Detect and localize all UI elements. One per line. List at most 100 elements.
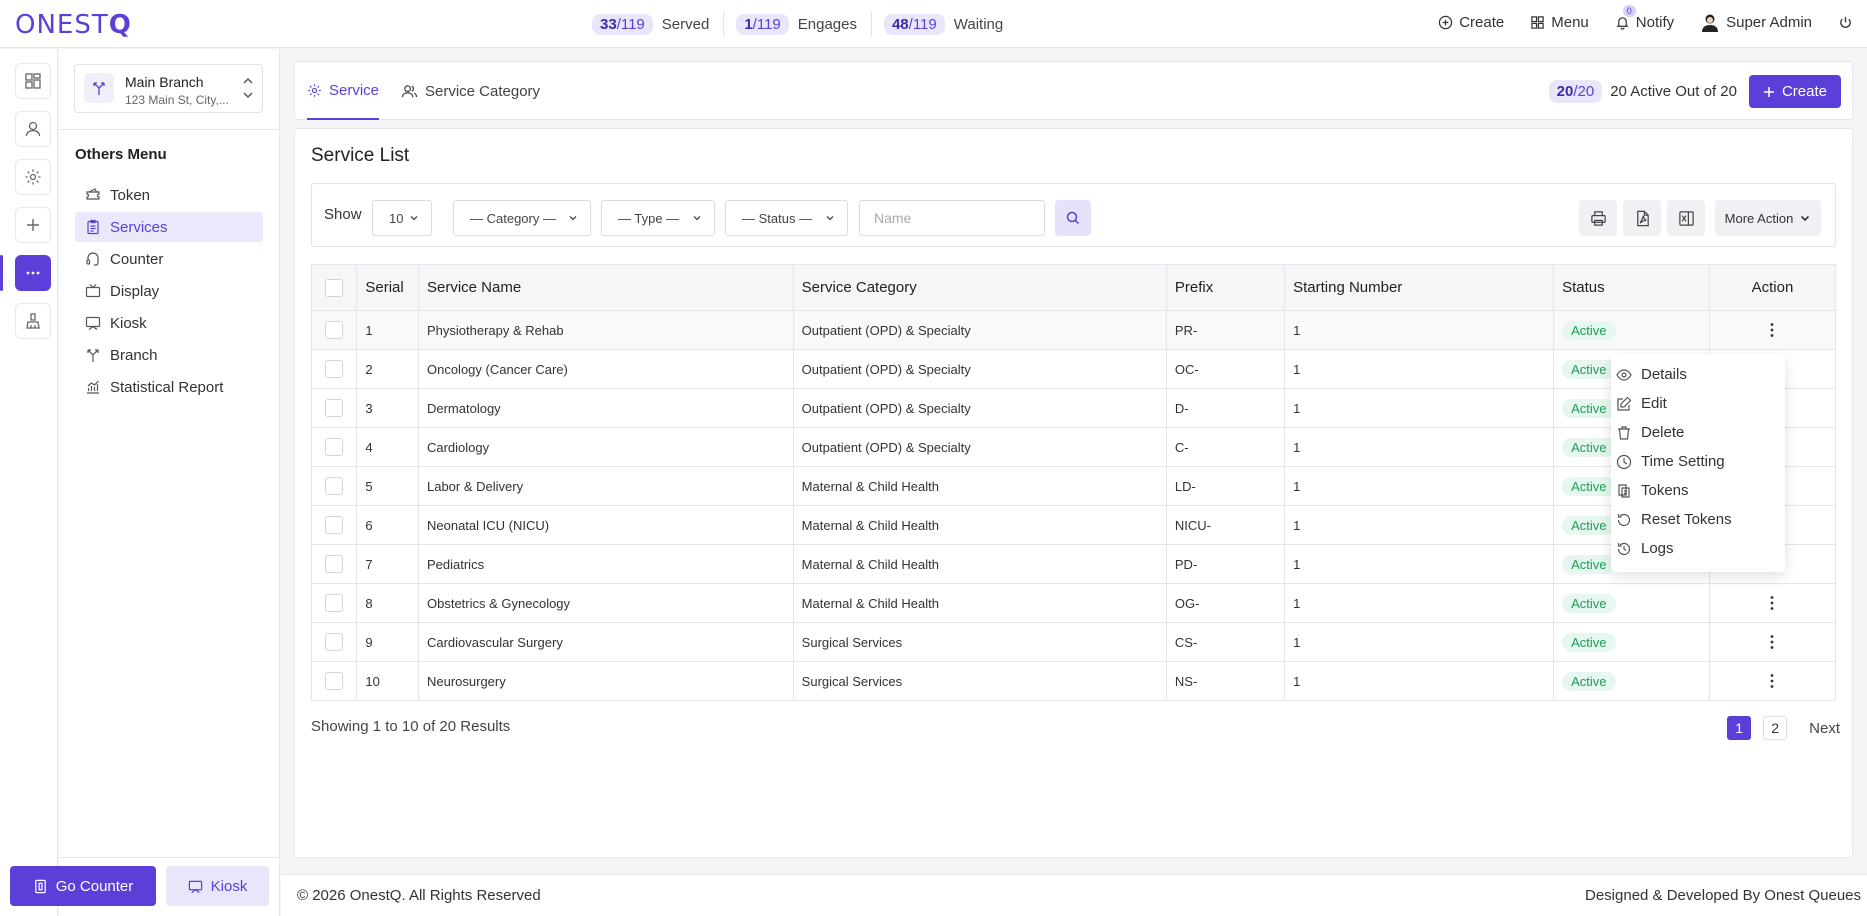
action-menu-item-edit[interactable]: Edit: [1611, 389, 1785, 418]
rail-dashboard-button[interactable]: [15, 63, 51, 99]
serial-cell: 7: [356, 544, 419, 584]
print-button[interactable]: [1579, 200, 1617, 236]
action-cell: [1708, 661, 1837, 701]
next-page-link[interactable]: Next: [1809, 719, 1840, 737]
row-checkbox[interactable]: [325, 399, 344, 417]
row-action-button[interactable]: [1718, 322, 1827, 338]
column-header[interactable]: Service Name: [417, 264, 794, 311]
service-category-cell: Surgical Services: [792, 622, 1167, 662]
sidebar-item-kiosk[interactable]: Kiosk: [75, 308, 263, 338]
kiosk-button[interactable]: Kiosk: [166, 866, 269, 906]
row-checkbox[interactable]: [325, 594, 344, 612]
table-row: 7 Pediatrics Maternal & Child Health PD- 1 Ac…: [310, 544, 1837, 584]
row-checkbox[interactable]: [325, 477, 344, 495]
results-summary: Showing 1 to 10 of 20 Results: [311, 718, 511, 735]
action-menu-item-tokens[interactable]: Tokens: [1611, 476, 1785, 505]
sidebar-item-label: Statistical Report: [110, 378, 224, 396]
sidebar-item-display[interactable]: Display: [75, 276, 263, 306]
service-category-cell: Outpatient (OPD) & Specialty: [792, 349, 1167, 389]
export-excel-button[interactable]: [1667, 200, 1705, 236]
page-button-1[interactable]: 1: [1727, 716, 1752, 740]
action-menu-item-time-setting[interactable]: Time Setting: [1611, 447, 1785, 476]
row-checkbox[interactable]: [325, 360, 344, 378]
action-menu-item-logs[interactable]: Logs: [1611, 534, 1785, 563]
page-size-select[interactable]: 10: [372, 200, 432, 236]
search-button[interactable]: [1055, 200, 1091, 236]
action-menu-label: Edit: [1641, 395, 1667, 412]
branch-selector[interactable]: Main Branch 123 Main St, City,...: [74, 64, 263, 113]
tab-service-category[interactable]: Service Category: [401, 62, 540, 120]
stat-total: /119: [908, 15, 937, 33]
action-menu-item-details[interactable]: Details: [1611, 360, 1785, 389]
users-icon: [401, 84, 418, 99]
column-header[interactable]: Status: [1553, 264, 1710, 311]
export-pdf-button[interactable]: [1623, 200, 1661, 236]
type-filter-select[interactable]: — Type —: [601, 200, 715, 236]
gear-icon: [307, 83, 322, 98]
edit-icon: [1616, 396, 1632, 412]
count-total: /20: [1573, 83, 1595, 100]
sidebar-item-token[interactable]: Token: [75, 180, 263, 210]
service-category-cell: Outpatient (OPD) & Specialty: [792, 388, 1167, 428]
more-action-button[interactable]: More Action: [1715, 200, 1821, 236]
copyright-text: © 2026 OnestQ. All Rights Reserved: [297, 887, 541, 904]
status-filter-select[interactable]: — Status —: [725, 200, 848, 236]
app-logo[interactable]: ONESTQ: [15, 10, 132, 40]
row-action-button[interactable]: [1718, 595, 1827, 611]
excel-icon: [1678, 210, 1695, 227]
gear-icon: [24, 168, 42, 186]
rail-settings-button[interactable]: [15, 159, 51, 195]
rail-add-button[interactable]: [15, 207, 51, 243]
pagination: 1 2 Next: [1727, 716, 1840, 740]
category-filter-select[interactable]: — Category —: [453, 200, 591, 236]
status-badge: Active: [1562, 554, 1616, 574]
table-row: 2 Oncology (Cancer Care) Outpatient (OPD) …: [310, 349, 1837, 389]
column-header[interactable]: Starting Number: [1284, 264, 1555, 311]
secondary-sidebar: Main Branch 123 Main St, City,... Others…: [59, 49, 280, 916]
column-header[interactable]: Serial: [356, 264, 419, 311]
headset-icon: [85, 251, 101, 267]
serial-cell: 10: [356, 661, 419, 701]
column-header[interactable]: Service Category: [792, 264, 1167, 311]
row-checkbox[interactable]: [325, 672, 344, 690]
sidebar-item-services[interactable]: Services: [75, 212, 263, 242]
others-menu: Token Services Counter Display Kiosk Bra…: [75, 180, 263, 404]
action-menu-item-reset-tokens[interactable]: Reset Tokens: [1611, 505, 1785, 534]
clock-icon: [1616, 454, 1632, 470]
rail-more-button[interactable]: [15, 255, 51, 291]
starting-number-cell: 1: [1284, 388, 1555, 428]
go-counter-button[interactable]: Go Counter: [10, 866, 156, 906]
serial-cell: 4: [356, 427, 419, 467]
row-action-button[interactable]: [1718, 634, 1827, 650]
plus-icon: [1763, 86, 1775, 98]
row-checkbox[interactable]: [325, 555, 344, 573]
action-menu-item-delete[interactable]: Delete: [1611, 418, 1785, 447]
row-checkbox[interactable]: [325, 438, 344, 456]
top-notify-button[interactable]: 0 Notify: [1615, 4, 1674, 31]
tab-service[interactable]: Service: [307, 62, 380, 120]
starting-number-cell: 1: [1284, 583, 1555, 623]
chevron-down-icon: [825, 213, 835, 223]
user-menu[interactable]: Super Admin: [1700, 12, 1812, 32]
column-header[interactable]: Prefix: [1165, 264, 1286, 311]
table-row: 10 Neurosurgery Surgical Services NS- 1 Activ…: [310, 661, 1837, 701]
power-button[interactable]: [1838, 15, 1853, 30]
filter-bar: Show 10 — Category — — Type — — Status —: [311, 183, 1836, 247]
rail-user-button[interactable]: [15, 111, 51, 147]
page-button-2[interactable]: 2: [1763, 716, 1788, 740]
sidebar-item-counter[interactable]: Counter: [75, 244, 263, 274]
select-all-checkbox[interactable]: [325, 278, 344, 297]
row-checkbox[interactable]: [325, 633, 344, 651]
rail-cleanup-button[interactable]: [15, 303, 51, 339]
top-menu-button[interactable]: Menu: [1530, 14, 1589, 31]
row-checkbox[interactable]: [325, 321, 344, 339]
name-search-input[interactable]: [859, 200, 1045, 236]
sidebar-item-branch[interactable]: Branch: [75, 340, 263, 370]
row-action-button[interactable]: [1718, 673, 1827, 689]
row-checkbox[interactable]: [325, 516, 344, 534]
top-create-button[interactable]: Create: [1438, 14, 1504, 31]
create-service-button[interactable]: Create: [1748, 75, 1841, 108]
status-cell: Active: [1553, 583, 1710, 623]
sidebar-item-statistical-report[interactable]: Statistical Report: [75, 372, 263, 402]
row-select-cell: [310, 466, 358, 506]
